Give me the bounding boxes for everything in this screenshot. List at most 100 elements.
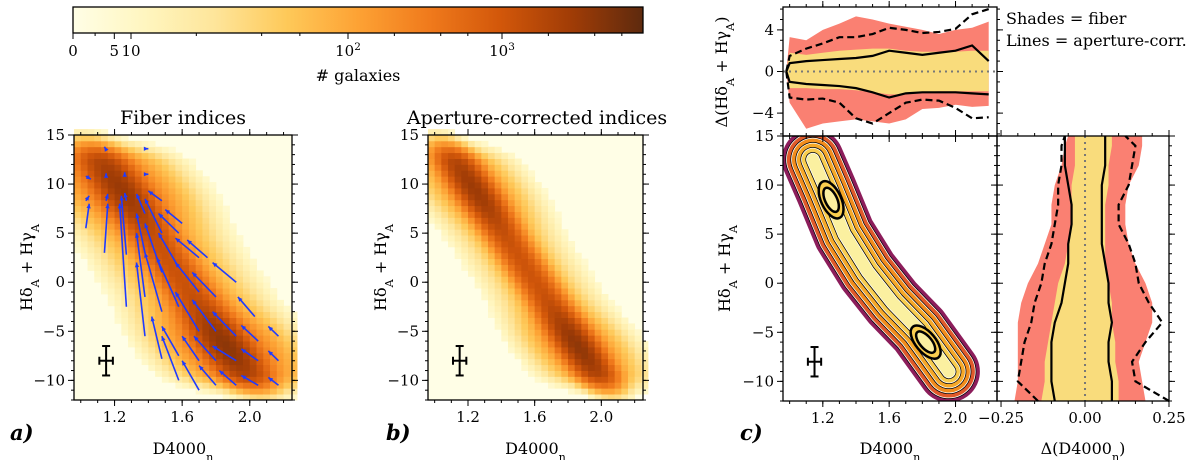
- heatmap-cell: [554, 317, 562, 324]
- heatmap-cell: [588, 347, 596, 354]
- heatmap-cell: [548, 382, 556, 389]
- heatmap-cell: [534, 223, 542, 230]
- heatmap-cell: [168, 364, 176, 371]
- quiver-arrowhead: [241, 348, 247, 354]
- heatmap-cell: [188, 364, 197, 371]
- heatmap-cell: [107, 217, 115, 224]
- heatmap-cell: [209, 258, 217, 265]
- heatmap-cell: [175, 317, 183, 324]
- heatmap-cell: [121, 176, 129, 183]
- heatmap-cell: [634, 335, 642, 342]
- heatmap-cell: [548, 211, 556, 218]
- heatmap-cell: [534, 364, 542, 371]
- heatmap-cell: [461, 146, 469, 154]
- heatmap-cell: [222, 388, 230, 395]
- heatmap-cell: [242, 388, 251, 395]
- heatmap-cell: [574, 258, 582, 265]
- heatmap-cell: [514, 347, 522, 354]
- heatmap-cell: [188, 341, 197, 348]
- heatmap-cell: [508, 182, 516, 189]
- heatmap-cell: [474, 182, 482, 189]
- heatmap-cell: [454, 241, 462, 248]
- heatmap-cell: [202, 205, 210, 212]
- heatmap-cell: [534, 188, 542, 195]
- heatmap-cell: [594, 388, 602, 395]
- heatmap-cell: [494, 241, 502, 248]
- heatmap-cell: [501, 176, 509, 183]
- heatmap-cell: [494, 193, 502, 201]
- heatmap-cell: [508, 241, 516, 248]
- heatmap-cell: [568, 270, 576, 277]
- heatmap-cell: [514, 199, 522, 207]
- heatmap-cell: [128, 140, 136, 148]
- heatmap-cell: [574, 388, 582, 395]
- heatmap-cell: [468, 146, 476, 154]
- heatmap-cell: [441, 235, 449, 242]
- heatmap-cell: [263, 388, 271, 395]
- heatmap-cell: [215, 288, 224, 295]
- heatmap-cell: [501, 170, 509, 177]
- heatmap-cell: [614, 370, 622, 377]
- heatmap-cell: [501, 182, 509, 189]
- heatmap-cell: [114, 264, 122, 271]
- heatmap-cell: [141, 205, 149, 212]
- heatmap-cell: [209, 188, 217, 195]
- heatmap-cell: [448, 135, 456, 142]
- heatmap-cell: [161, 182, 170, 189]
- heatmap-cell: [87, 205, 95, 212]
- heatmap-cell: [481, 282, 489, 289]
- heatmap-cell: [182, 376, 190, 383]
- heatmap-cell: [448, 223, 456, 230]
- axes-frame: [427, 134, 644, 401]
- heatmap-cell: [434, 158, 442, 165]
- heatmap-cell: [554, 299, 562, 307]
- heatmap-cell: [195, 382, 203, 389]
- heatmap-cell: [501, 205, 509, 212]
- heatmap-cell: [481, 176, 489, 183]
- heatmap-cell: [209, 182, 217, 189]
- heatmap-cell: [283, 311, 291, 318]
- heatmap-cell: [236, 294, 244, 301]
- heatmap-cell: [488, 211, 496, 218]
- heatmap-cell: [256, 382, 264, 389]
- heatmap-cell: [107, 205, 115, 212]
- heatmap-cell: [508, 199, 516, 207]
- heatmap-cell: [581, 258, 589, 265]
- heatmap-cell: [574, 382, 582, 389]
- heatmap-cell: [428, 140, 436, 148]
- heatmap-cell: [468, 182, 476, 189]
- heatmap-cell: [434, 217, 442, 224]
- heatmap-cell: [601, 347, 609, 354]
- heatmap-cell: [74, 170, 82, 177]
- heatmap-cell: [249, 388, 257, 395]
- heatmap-cell: [528, 311, 536, 318]
- quiver-arrowhead: [104, 146, 109, 152]
- heatmap-cell: [461, 217, 469, 224]
- heatmap-cell: [161, 258, 170, 265]
- heatmap-cell: [121, 146, 129, 154]
- panel-label-b: b): [386, 420, 411, 445]
- heatmap-cell: [141, 276, 149, 283]
- heatmap-cell: [215, 241, 224, 248]
- heatmap-cell: [222, 282, 230, 289]
- heatmap-cell: [628, 329, 636, 336]
- heatmap-cell: [256, 288, 264, 295]
- heatmap-cell: [628, 341, 636, 348]
- heatmap-cell: [508, 170, 516, 177]
- heatmap-cell: [508, 158, 516, 165]
- heatmap-cell: [188, 235, 197, 242]
- heatmap-cell: [276, 358, 284, 366]
- heatmap-cell: [501, 282, 509, 289]
- heatmap-cell: [182, 323, 190, 330]
- heatmap-cell: [188, 211, 197, 218]
- heatmap-cell: [474, 241, 482, 248]
- heatmap-cell: [242, 317, 251, 324]
- y-tick-label: 5: [55, 224, 65, 242]
- heatmap-cell: [608, 394, 616, 401]
- heatmap-cell: [188, 170, 197, 177]
- heatmap-cell: [222, 329, 230, 336]
- heatmap-cell: [554, 376, 562, 383]
- heatmap-cell: [628, 382, 636, 389]
- heatmap-cell: [481, 294, 489, 301]
- heatmap-cell: [215, 252, 224, 260]
